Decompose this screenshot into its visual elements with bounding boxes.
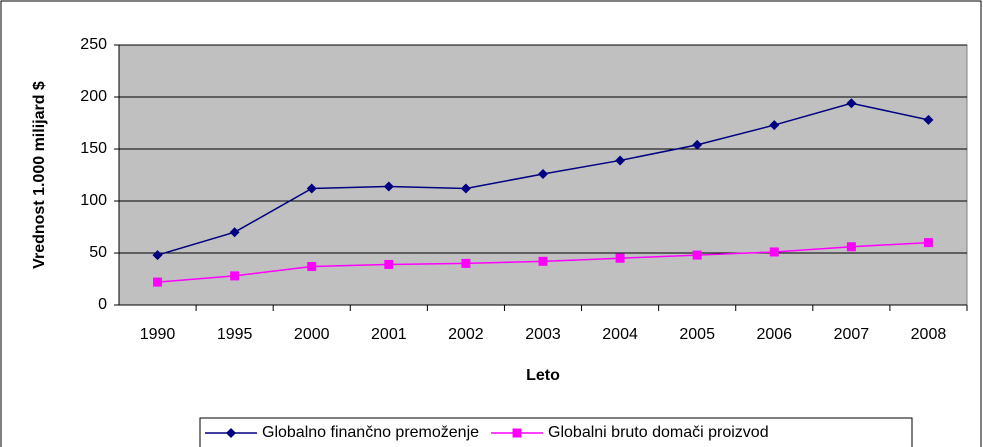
y-tick-label: 150 bbox=[80, 140, 107, 157]
marker bbox=[615, 253, 625, 263]
marker bbox=[153, 277, 163, 287]
x-tick-label: 1995 bbox=[217, 326, 253, 343]
marker bbox=[460, 183, 471, 194]
marker bbox=[692, 139, 703, 150]
marker bbox=[615, 155, 626, 166]
marker bbox=[692, 250, 702, 260]
x-tick-label: 2007 bbox=[834, 326, 870, 343]
x-tick-label: 2008 bbox=[911, 326, 947, 343]
marker bbox=[226, 428, 236, 438]
marker bbox=[383, 181, 394, 192]
y-tick-label: 50 bbox=[89, 244, 107, 261]
marker bbox=[384, 259, 394, 269]
legend-box bbox=[199, 417, 913, 447]
x-tick-label: 2005 bbox=[679, 326, 715, 343]
marker bbox=[307, 262, 317, 272]
legend-label: Globalno finančno premoženje bbox=[262, 424, 479, 441]
marker bbox=[846, 98, 857, 109]
y-axis-label: Vrednost 1.000 milijard $ bbox=[31, 81, 48, 269]
marker bbox=[769, 247, 779, 257]
legend-label: Globalni bruto domači proizvod bbox=[548, 424, 769, 441]
y-tick-label: 250 bbox=[80, 36, 107, 53]
x-tick-label: 1990 bbox=[140, 326, 176, 343]
y-tick-label: 100 bbox=[80, 192, 107, 209]
y-tick-label: 200 bbox=[80, 88, 107, 105]
marker bbox=[512, 428, 522, 438]
x-tick-label: 2003 bbox=[525, 326, 561, 343]
marker bbox=[306, 183, 317, 194]
marker bbox=[152, 250, 163, 261]
x-axis-label: Leto bbox=[526, 367, 560, 384]
marker bbox=[538, 256, 548, 266]
x-tick-label: 2004 bbox=[602, 326, 638, 343]
x-tick-label: 2001 bbox=[371, 326, 407, 343]
x-tick-label: 2002 bbox=[448, 326, 484, 343]
marker bbox=[846, 242, 856, 252]
marker bbox=[923, 114, 934, 125]
marker bbox=[229, 227, 240, 238]
x-tick-label: 2006 bbox=[756, 326, 792, 343]
marker bbox=[923, 238, 933, 248]
x-tick-label: 2000 bbox=[294, 326, 330, 343]
y-tick-label: 0 bbox=[98, 296, 107, 313]
marker bbox=[769, 120, 780, 131]
marker bbox=[230, 271, 240, 281]
marker bbox=[461, 258, 471, 268]
marker bbox=[538, 168, 548, 179]
